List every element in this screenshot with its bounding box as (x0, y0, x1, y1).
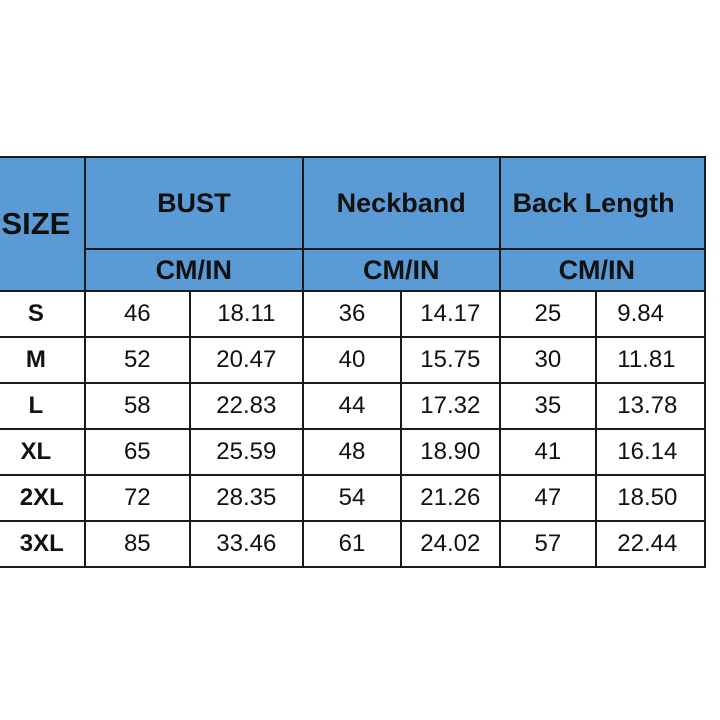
table-cell: 36 (301, 290, 403, 338)
size-label: 3XL (0, 520, 86, 568)
table-cell: 35 (498, 382, 598, 430)
bust-header: BUST (83, 156, 304, 250)
table-row: S 46 18.11 36 14.17 25 9.84 (0, 290, 706, 338)
table-cell: 22.44 (595, 520, 706, 568)
table-cell: 72 (83, 474, 191, 522)
table-cell: 25.59 (188, 428, 304, 476)
table-cell: 30 (498, 336, 598, 384)
back-length-unit: CM/IN (498, 248, 707, 292)
table-cell: 17.32 (400, 382, 501, 430)
neckband-header: Neckband (301, 156, 501, 250)
table-cell: 47 (498, 474, 598, 522)
table-row: L 58 22.83 44 17.32 35 13.78 (0, 382, 706, 430)
size-label: M (0, 336, 86, 384)
table-cell: 14.17 (400, 290, 501, 338)
table-cell: 28.35 (188, 474, 304, 522)
back-length-header: Back Length (498, 156, 707, 250)
size-header: SIZE (0, 156, 86, 292)
table-cell: 9.84 (595, 290, 706, 338)
table-cell: 46 (83, 290, 191, 338)
table-row: XL 65 25.59 48 18.90 41 16.14 (0, 428, 706, 476)
size-label: 2XL (0, 474, 86, 522)
table-cell: 41 (498, 428, 598, 476)
bust-unit: CM/IN (83, 248, 304, 292)
table-cell: 48 (301, 428, 403, 476)
table-cell: 33.46 (188, 520, 304, 568)
table-cell: 44 (301, 382, 403, 430)
table-cell: 57 (498, 520, 598, 568)
table-cell: 21.26 (400, 474, 501, 522)
size-label: L (0, 382, 86, 430)
neckband-unit: CM/IN (301, 248, 501, 292)
size-chart-table: SIZE BUST Neckband Back Length CM/IN CM/… (0, 156, 707, 568)
table-cell: 16.14 (595, 428, 706, 476)
table-cell: 25 (498, 290, 598, 338)
table-cell: 52 (83, 336, 191, 384)
table-cell: 58 (83, 382, 191, 430)
table-cell: 20.47 (188, 336, 304, 384)
table-cell: 13.78 (595, 382, 706, 430)
table-row: M 52 20.47 40 15.75 30 11.81 (0, 336, 706, 384)
table-cell: 18.11 (188, 290, 304, 338)
table-row: 2XL 72 28.35 54 21.26 47 18.50 (0, 474, 706, 522)
table-cell: 18.50 (595, 474, 706, 522)
table-cell: 85 (83, 520, 191, 568)
table-row: 3XL 85 33.46 61 24.02 57 22.44 (0, 520, 706, 568)
table-cell: 18.90 (400, 428, 501, 476)
table-cell: 65 (83, 428, 191, 476)
size-label: XL (0, 428, 86, 476)
size-label: S (0, 290, 86, 338)
table-cell: 22.83 (188, 382, 304, 430)
table-cell: 15.75 (400, 336, 501, 384)
table-cell: 40 (301, 336, 403, 384)
table-cell: 61 (301, 520, 403, 568)
table-cell: 24.02 (400, 520, 501, 568)
table-cell: 54 (301, 474, 403, 522)
table-cell: 11.81 (595, 336, 706, 384)
